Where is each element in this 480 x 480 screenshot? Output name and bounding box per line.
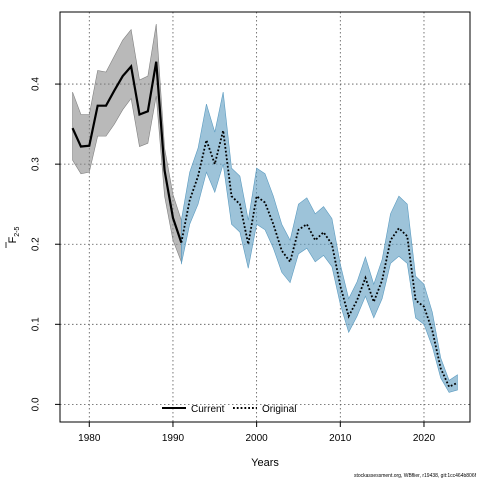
y-tick-label-0: 0.0 bbox=[31, 397, 42, 411]
y-tick-label-4: 0.4 bbox=[31, 77, 42, 91]
footer-note: stockassessment.org, WBflier, r19438, gi… bbox=[354, 473, 477, 479]
x-tick-label-2020: 2020 bbox=[413, 433, 436, 444]
series-line-1 bbox=[180, 130, 458, 388]
x-tick-label-1980: 1980 bbox=[78, 433, 101, 444]
y-axis-title: F2-5 bbox=[5, 226, 21, 248]
confidence-band-1 bbox=[181, 92, 458, 393]
x-axis: 1980 1990 2000 2010 2020 bbox=[78, 422, 436, 444]
legend-label-1: Original bbox=[262, 404, 296, 415]
y-tick-label-2: 0.2 bbox=[31, 237, 42, 251]
y-axis: 0.0 0.1 0.2 0.3 0.4 bbox=[31, 77, 60, 411]
svg-text:F2-5: F2-5 bbox=[7, 226, 21, 243]
x-tick-label-2010: 2010 bbox=[329, 433, 352, 444]
legend: Current Original bbox=[162, 404, 296, 415]
y-tick-label-1: 0.1 bbox=[31, 317, 42, 331]
series-line-0 bbox=[71, 61, 183, 243]
x-axis-title: Years bbox=[251, 457, 279, 469]
series-lines bbox=[71, 61, 458, 388]
legend-label-0: Current bbox=[191, 404, 225, 415]
plot-frame bbox=[59, 11, 471, 423]
x-tick-label-2000: 2000 bbox=[246, 433, 269, 444]
x-tick-label-1990: 1990 bbox=[162, 433, 185, 444]
y-axis-title-main: F bbox=[7, 236, 19, 243]
y-axis-title-sub: 2-5 bbox=[14, 226, 21, 236]
y-tick-label-3: 0.3 bbox=[31, 157, 42, 171]
confidence-bands bbox=[72, 23, 458, 393]
